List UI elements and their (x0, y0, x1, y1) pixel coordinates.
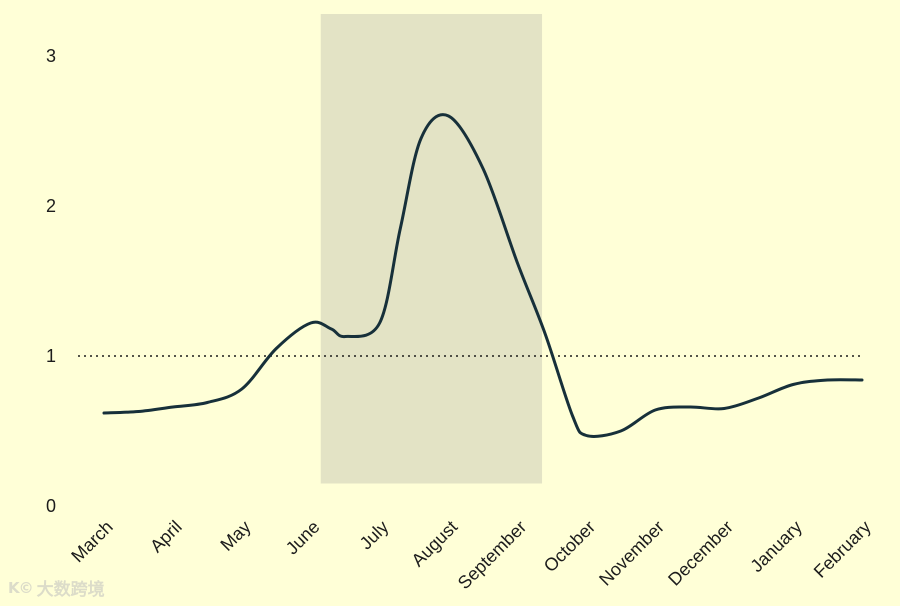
x-tick-label: July (356, 517, 393, 554)
y-tick-label: 1 (46, 346, 56, 366)
y-axis-tick-labels: 0 1 2 3 (46, 46, 56, 516)
x-tick-label: September (454, 517, 530, 593)
highlight-band (320, 14, 543, 484)
y-tick-label: 0 (46, 496, 56, 516)
x-tick-label: February (810, 517, 875, 582)
x-tick-label: August (408, 517, 462, 571)
series-line (102, 113, 864, 438)
x-tick-label: October (540, 517, 599, 576)
x-tick-label: June (282, 517, 324, 559)
watermark: K© 大数跨境 (8, 575, 105, 601)
x-tick-label: May (216, 517, 254, 555)
x-tick-label: January (746, 517, 805, 576)
y-tick-label: 3 (46, 46, 56, 66)
watermark-logo: K© (8, 578, 34, 597)
series-layer (102, 113, 864, 438)
x-tick-label: April (146, 517, 186, 557)
x-tick-label: December (664, 517, 737, 590)
highlight-band-layer (320, 14, 543, 484)
x-tick-label: November (595, 517, 668, 590)
y-tick-label: 2 (46, 196, 56, 216)
x-tick-label: March (67, 517, 117, 567)
watermark-text: 大数跨境 (36, 580, 105, 600)
